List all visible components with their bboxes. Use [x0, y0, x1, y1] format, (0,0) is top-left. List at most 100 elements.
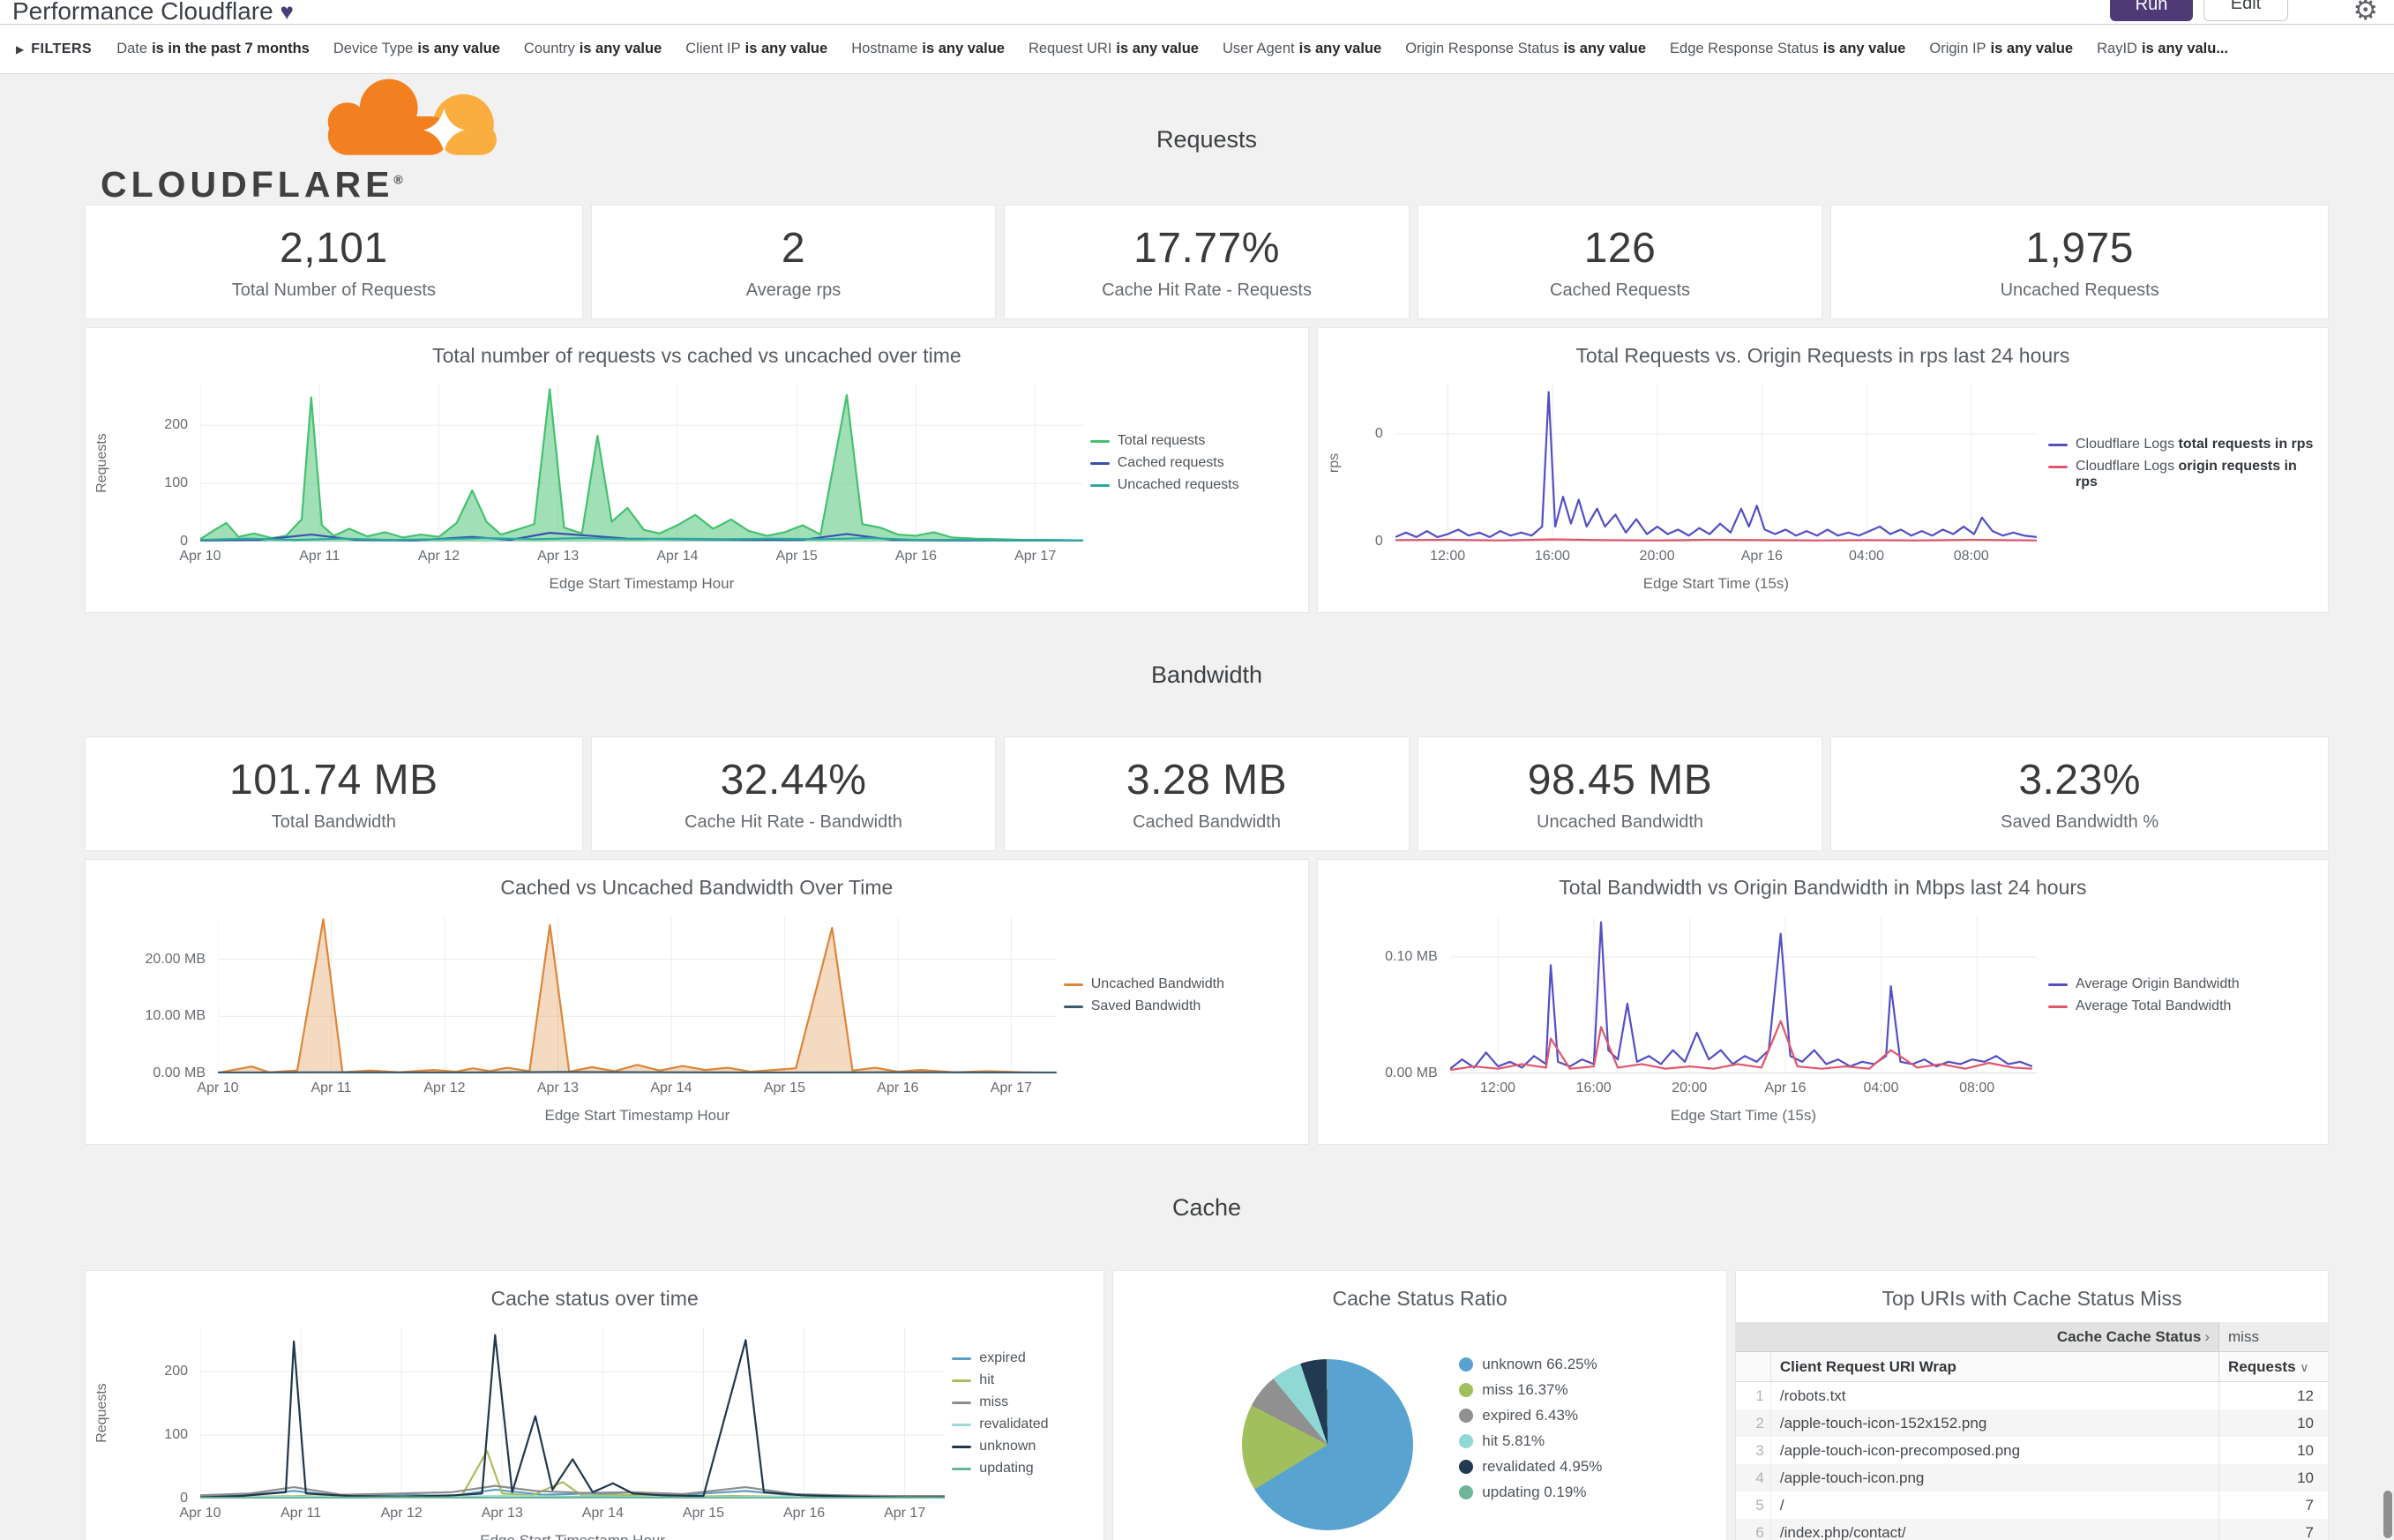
plot-area[interactable] [1395, 385, 2037, 542]
legend-item[interactable]: revalidated [952, 1417, 1093, 1432]
legend-item[interactable]: unknown 66.25% [1459, 1356, 1602, 1373]
legend-item[interactable]: updating 0.19% [1459, 1484, 1602, 1501]
filter-condition: is any value [1298, 41, 1382, 56]
kpi-tile[interactable]: 126 Cached Requests [1417, 205, 1823, 319]
requests-cell: 12 [2218, 1382, 2328, 1409]
filter-chip[interactable]: RayID is any valu... [2097, 41, 2228, 57]
kpi-value: 32.44% [720, 756, 867, 804]
legend-item[interactable]: Average Total Bandwidth [2048, 998, 2317, 1014]
legend-item[interactable]: Uncached Bandwidth [1063, 976, 1298, 992]
pivot-header[interactable]: Cache Cache Status › [2056, 1328, 2210, 1345]
uri-cell: / [1779, 1497, 1784, 1514]
legend-item[interactable]: Average Origin Bandwidth [2048, 976, 2317, 992]
requests-section-header: CLOUDFLARE® Requests [85, 74, 2329, 205]
filter-chip[interactable]: Origin IP is any value [1929, 41, 2073, 57]
table-row[interactable]: 3 /apple-touch-icon-precomposed.png 10 [1736, 1437, 2328, 1464]
legend-item[interactable]: Cloudflare Logs origin requests in rps [2048, 459, 2317, 490]
table-row[interactable]: 5 / 7 [1736, 1491, 2328, 1519]
plot-area[interactable] [200, 1327, 945, 1499]
kpi-tile[interactable]: 1,975 Uncached Requests [1830, 205, 2330, 319]
row-number: 6 [1736, 1519, 1771, 1540]
kpi-value: 2 [781, 224, 806, 272]
requests-column-header[interactable]: Requests ∨ [2218, 1352, 2328, 1381]
vertical-scrollbar-thumb[interactable] [2383, 1491, 2392, 1538]
legend-item[interactable]: revalidated 4.95% [1459, 1458, 1602, 1476]
legend-dot [1459, 1383, 1474, 1397]
legend-item[interactable]: hit [952, 1372, 1093, 1388]
legend-item[interactable]: Cloudflare Logs total requests in rps [2048, 437, 2317, 452]
filter-chip[interactable]: Request URI is any value [1029, 41, 1199, 57]
table-row[interactable]: 4 /apple-touch-icon.png 10 [1735, 1464, 2328, 1491]
chart-rps-last-24h: Total Requests vs. Origin Requests in rp… [1316, 327, 2329, 613]
legend-item[interactable]: expired [952, 1350, 1093, 1366]
kpi-tile[interactable]: 98.45 MB Uncached Bandwidth [1417, 736, 1823, 851]
legend-label: updating [979, 1460, 1034, 1476]
cloudflare-wordmark: CLOUDFLARE® [101, 164, 403, 205]
legend-swatch [1089, 484, 1110, 487]
legend-item[interactable]: expired 6.43% [1459, 1407, 1602, 1424]
kpi-tile[interactable]: 2 Average rps [590, 205, 997, 319]
filter-condition: is any value [1116, 41, 1199, 56]
legend-label: expired [979, 1349, 1026, 1365]
legend-item[interactable]: updating [952, 1461, 1093, 1476]
filter-condition: is any value [1990, 41, 2074, 56]
bandwidth-section-header: Bandwidth [85, 613, 2329, 736]
kpi-tile[interactable]: 2,101 Total Number of Requests [85, 205, 583, 319]
filter-chip[interactable]: Edge Response Status is any value [1670, 41, 1905, 57]
cache-section-header: Cache [85, 1145, 2329, 1270]
legend-dot [1459, 1357, 1474, 1372]
kpi-tile[interactable]: 101.74 MB Total Bandwidth [85, 736, 583, 851]
pie-chart[interactable] [1242, 1359, 1414, 1530]
legend-item[interactable]: miss 16.37% [1459, 1381, 1602, 1399]
x-axis-title: Edge Start Time (15s) [1642, 575, 1790, 592]
filter-chip[interactable]: Client IP is any value [685, 41, 827, 57]
plot-area[interactable] [1450, 916, 2037, 1073]
plot-area[interactable] [200, 385, 1083, 542]
filter-chip[interactable]: Device Type is any value [333, 41, 500, 57]
legend-item[interactable]: unknown [952, 1439, 1093, 1454]
section-title-cache: Cache [1171, 1193, 1242, 1221]
legend-swatch [2048, 1005, 2068, 1008]
kpi-tile[interactable]: 3.23% Saved Bandwidth % [1830, 736, 2330, 851]
x-axis-title: Edge Start Timestamp Hour [549, 575, 735, 592]
heart-icon: ♥ [280, 0, 294, 25]
kpi-tile[interactable]: 3.28 MB Cached Bandwidth [1004, 736, 1410, 851]
uri-column-header[interactable]: Client Request URI Wrap [1779, 1358, 1956, 1375]
x-axis: Apr 10 Apr 11 Apr 12 Apr 13 Apr 14 Apr 15 Apr … [179, 1506, 926, 1521]
filter-chip-list: Date is in the past 7 months Device Type is… [116, 41, 2228, 57]
filter-chip[interactable]: Origin Response Status is any value [1405, 41, 1646, 57]
legend-item[interactable]: Saved Bandwidth [1063, 998, 1298, 1014]
legend-item[interactable]: hit 5.81% [1459, 1432, 1602, 1450]
legend-item[interactable]: Cached requests [1089, 455, 1298, 471]
legend-item[interactable]: Total requests [1089, 433, 1298, 449]
chart-title: Cached vs Uncached Bandwidth Over Time [500, 876, 894, 899]
table-row[interactable]: 6 /index.php/contact/ 7 [1735, 1519, 2328, 1540]
table-row[interactable]: 2 /apple-touch-icon-152x152.png 10 [1735, 1409, 2328, 1437]
plot-area[interactable] [218, 916, 1057, 1073]
sort-desc-icon: ∨ [2300, 1360, 2309, 1374]
filter-chip[interactable]: Hostname is any value [851, 41, 1005, 57]
table-row[interactable]: 1 /robots.txt 12 [1736, 1382, 2328, 1409]
legend-label: Cached requests [1117, 455, 1224, 470]
y-axis: 0.00 MB 10.00 MB 20.00 MB [145, 951, 206, 1080]
bandwidth-charts-row: Cached vs Uncached Bandwidth Over Time 0… [85, 859, 2329, 1145]
filter-chip[interactable]: Date is in the past 7 months [116, 41, 310, 57]
kpi-label: Cache Hit Rate - Bandwidth [685, 811, 902, 832]
legend-item[interactable]: Uncached requests [1089, 477, 1298, 493]
y-axis: 0 100 200 [164, 417, 188, 549]
filter-field: Edge Response Status [1670, 41, 1819, 56]
filter-chip[interactable]: User Agent is any value [1223, 41, 1381, 57]
edit-button[interactable]: Edit [2203, 0, 2288, 21]
filter-chip[interactable]: Country is any value [524, 41, 662, 57]
filters-bar: ▶ FILTERS Date is in the past 7 months Dev… [0, 25, 2394, 74]
chart-title: Cache Status Ratio [1332, 1287, 1507, 1310]
legend-label: Average Total Bandwidth [2076, 998, 2232, 1013]
requests-cell: 10 [2218, 1464, 2328, 1491]
filters-toggle[interactable]: ▶ FILTERS [16, 41, 92, 57]
pivot-value: miss [2218, 1322, 2328, 1351]
run-button[interactable]: Run [2110, 0, 2193, 21]
kpi-tile[interactable]: 17.77% Cache Hit Rate - Requests [1004, 205, 1410, 319]
legend-item[interactable]: miss [952, 1394, 1093, 1410]
gear-icon[interactable]: ⚙ [2353, 0, 2378, 26]
kpi-tile[interactable]: 32.44% Cache Hit Rate - Bandwidth [590, 736, 997, 851]
